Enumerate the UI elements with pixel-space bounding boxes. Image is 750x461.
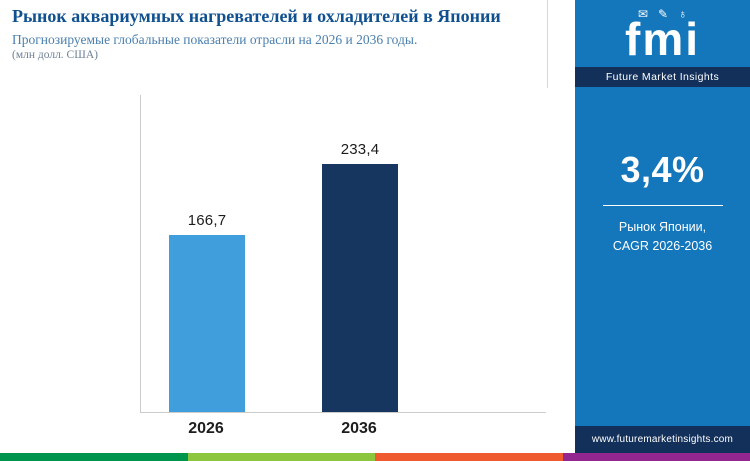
stat-label-line2: CAGR 2026-2036 (612, 239, 713, 254)
cagr-stat-value: 3,4% (620, 148, 705, 190)
bar-chart: 166,7 233,4 (140, 95, 546, 413)
brand-name-band: Future Market Insights (575, 66, 750, 87)
bar-group-2036: 233,4 (322, 141, 398, 412)
fmi-logo: ✉ ✎ ♁ fmi (575, 0, 750, 62)
bottom-color-strip (0, 453, 750, 461)
x-axis-label-2036: 2036 (341, 420, 377, 437)
bar-group-2026: 166,7 (169, 212, 245, 412)
chart-subtitle: Прогнозируемые глобальные показатели отр… (12, 31, 418, 47)
strip-segment-orange (375, 453, 563, 461)
x-axis-labels: 2026 2036 (140, 420, 546, 438)
pen-person-icon: ✎ (658, 7, 669, 21)
globe-icon: ♁ (678, 7, 688, 21)
mail-icon: ✉ (637, 7, 648, 21)
website-link[interactable]: www.futuremarketinsights.com (575, 426, 750, 453)
stat-label-line1: Рынок Японии, (618, 219, 707, 234)
bar-2036 (322, 164, 398, 412)
x-axis-label-2026: 2026 (188, 420, 224, 437)
page-title: Рынок аквариумных нагревателей и охладит… (12, 6, 501, 26)
stat-divider (602, 204, 723, 206)
bar-value-label: 166,7 (187, 212, 227, 229)
strip-segment-purple (562, 453, 750, 461)
bar-value-label: 233,4 (340, 141, 380, 158)
header-divider (547, 0, 548, 88)
strip-segment-green (0, 453, 188, 461)
chart-header: Рынок аквариумных нагревателей и охладит… (12, 6, 542, 61)
strip-segment-lime (187, 453, 375, 461)
cagr-stat-label: Рынок Японии, CAGR 2026-2036 (575, 218, 750, 257)
bar-2026 (169, 235, 245, 412)
logo-text: fmi (625, 13, 700, 65)
logo-icons: ✉ ✎ ♁ (575, 8, 750, 20)
sidebar-panel: ✉ ✎ ♁ fmi Future Market Insights 3,4% Ры… (575, 0, 750, 453)
chart-unit-label: (млн долл. США) (12, 48, 98, 61)
